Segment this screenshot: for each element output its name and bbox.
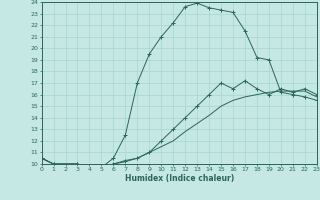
X-axis label: Humidex (Indice chaleur): Humidex (Indice chaleur) bbox=[124, 174, 234, 183]
